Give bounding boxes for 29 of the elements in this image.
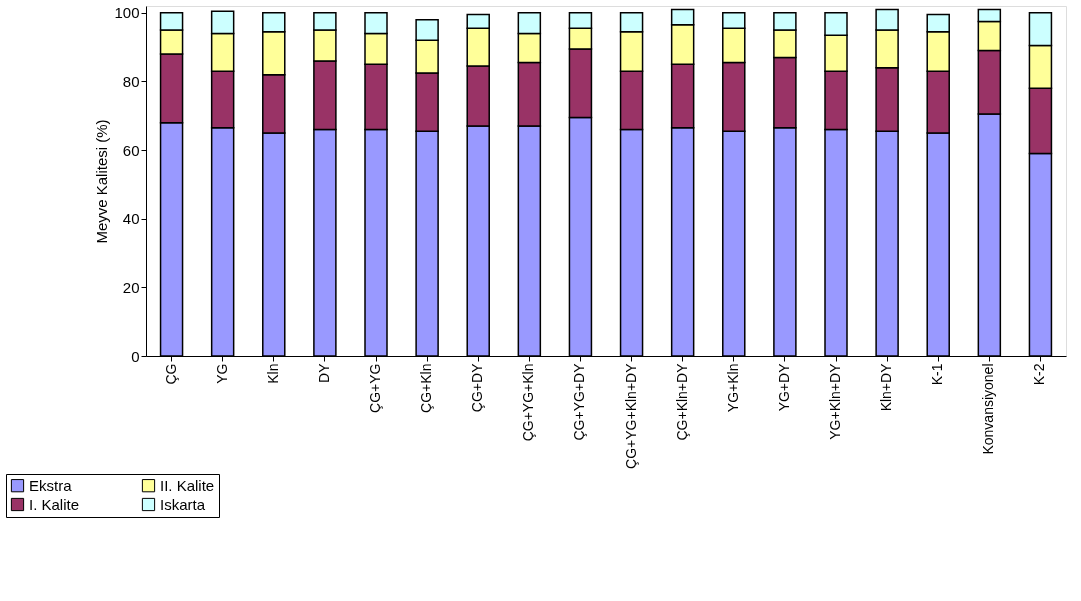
x-tick-label: DY <box>315 362 332 383</box>
y-tick-label: 40 <box>122 210 140 228</box>
y-axis-title: Meyve Kalitesi (%) <box>93 119 111 244</box>
x-tick-label: ÇG+Kln+DY <box>673 362 690 441</box>
x-tick-label: YG <box>213 363 230 384</box>
y-tick-label: 20 <box>122 278 140 296</box>
x-tick-label: K-1 <box>929 363 946 386</box>
legend-label: Ekstra <box>29 476 73 494</box>
x-tick-label: Kln <box>264 363 281 384</box>
y-tick-label: 60 <box>122 141 140 159</box>
x-tick-label: YG+DY <box>775 362 792 412</box>
legend-label: II. Kalite <box>160 476 215 494</box>
x-tick-label: Konvansiyonel <box>980 363 997 455</box>
x-tick-label: ÇG+YG <box>367 363 383 413</box>
x-tick-label: ÇG+YG+DY <box>571 362 588 441</box>
legend-label: I. Kalite <box>29 495 80 513</box>
x-tick-label: ÇG+YG+Kln <box>520 363 537 442</box>
x-tick-label: ÇG+DY <box>469 362 486 413</box>
legend-label: Iskarta <box>160 495 206 513</box>
x-tick-label: ÇG+YG+Kln+DY <box>622 362 639 469</box>
y-tick-label: 80 <box>122 72 140 90</box>
x-tick-label: YG+Kln <box>724 363 741 413</box>
x-tick-label: K-2 <box>1031 363 1048 386</box>
y-tick-label: 100 <box>114 4 140 22</box>
y-tick-label: 0 <box>131 347 140 365</box>
x-tick-label: ÇG <box>162 363 179 385</box>
x-tick-label: YG+Kln+DY <box>827 362 843 440</box>
x-tick-label: ÇG+Kln <box>418 363 435 413</box>
x-tick-label: Kln+DY <box>878 362 895 412</box>
